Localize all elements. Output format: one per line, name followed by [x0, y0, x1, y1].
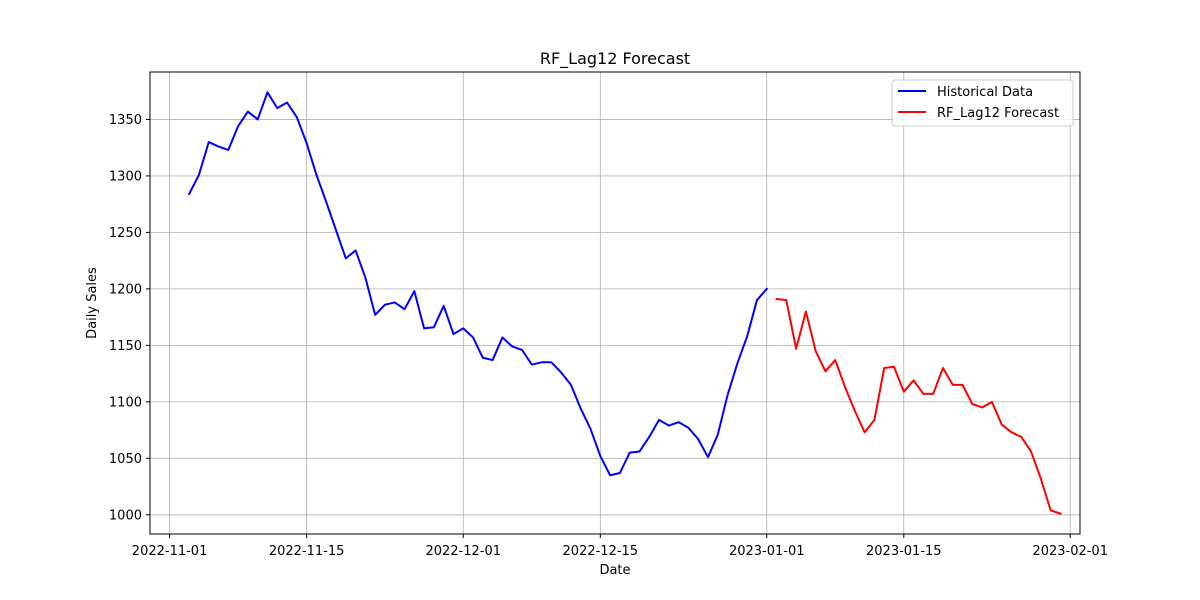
- x-tick-label: 2023-02-01: [1032, 544, 1108, 559]
- y-axis-label: Daily Sales: [85, 267, 100, 339]
- y-tick-label: 1200: [109, 282, 142, 297]
- legend-box: [891, 79, 1074, 127]
- x-axis: 2022-11-01 2022-11-15 2022-12-01 2022-12-15…: [132, 534, 1108, 559]
- grid: [150, 72, 1080, 534]
- legend: Historical Data RF_Lag12 Forecast: [891, 79, 1074, 127]
- y-tick-label: 1100: [109, 395, 142, 410]
- plot-area: [150, 72, 1080, 534]
- series-line-historical: [187, 91, 769, 477]
- y-tick-label: 1300: [109, 169, 142, 184]
- plot-frame: [149, 71, 1081, 535]
- y-tick-label: 1150: [109, 339, 142, 354]
- y-tick-label: 1050: [109, 452, 142, 467]
- y-tick-label: 1350: [109, 113, 142, 128]
- legend-label-forecast: RF_Lag12 Forecast: [937, 106, 1059, 121]
- x-tick-label: 2022-12-15: [563, 544, 639, 559]
- x-tick-label: 2023-01-15: [866, 544, 942, 559]
- x-tick-label: 2022-11-01: [132, 544, 208, 559]
- x-tick-label: 2022-11-15: [269, 544, 345, 559]
- y-tick-label: 1250: [109, 226, 142, 241]
- x-axis-label: Date: [599, 563, 630, 578]
- y-axis: 1000 1050 1100 1150 1200 1250 1300 1350: [109, 113, 150, 523]
- chart-title: RF_Lag12 Forecast: [540, 49, 690, 69]
- series-layer: [187, 91, 1062, 515]
- x-tick-label: 2023-01-01: [729, 544, 805, 559]
- series-line-forecast: [775, 297, 1062, 515]
- x-tick-label: 2022-12-01: [425, 544, 501, 559]
- y-tick-label: 1000: [109, 508, 142, 523]
- legend-label-historical: Historical Data: [937, 85, 1033, 100]
